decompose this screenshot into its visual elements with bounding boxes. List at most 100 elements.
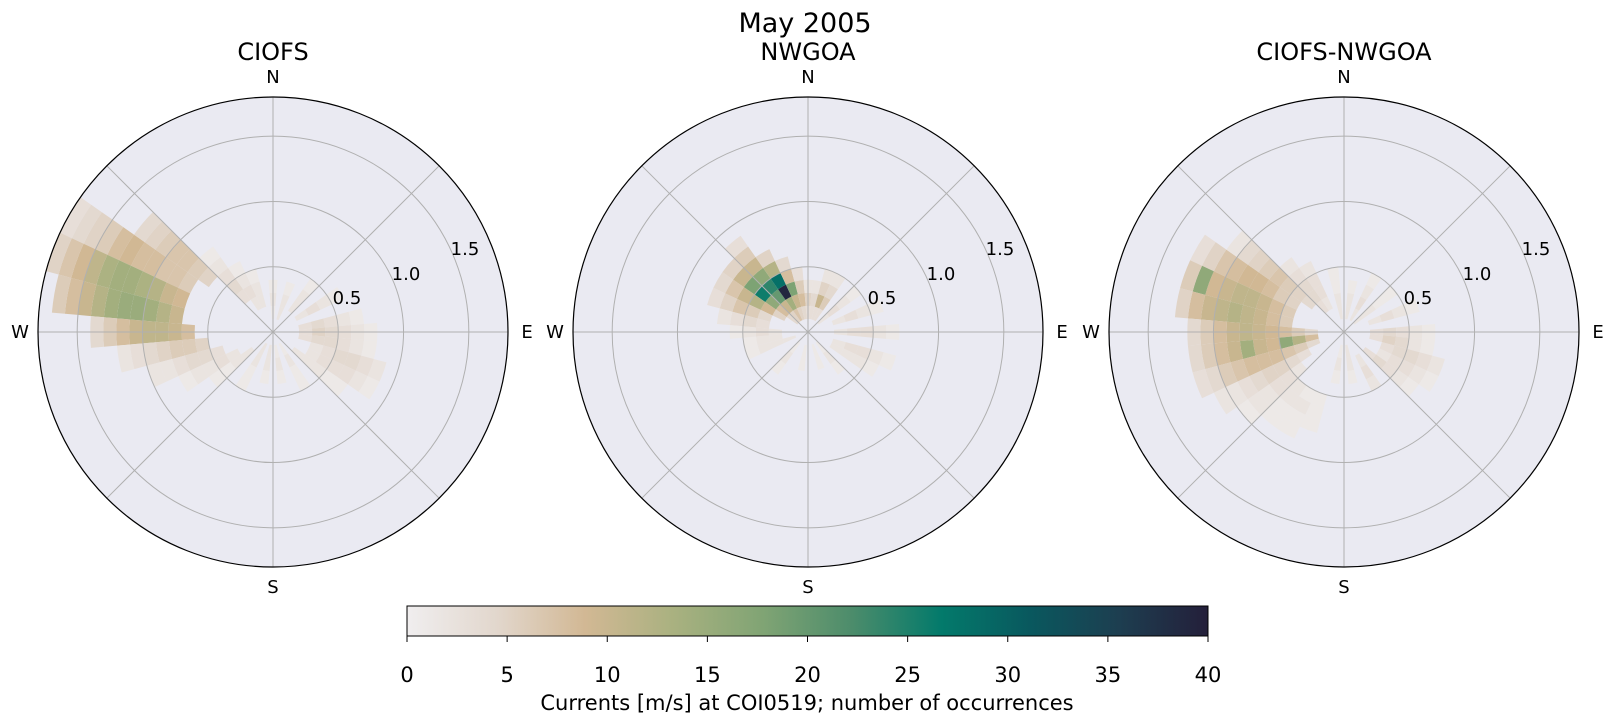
- radial-tick-label: 1.0: [392, 264, 421, 285]
- heatmap-cell: [1369, 334, 1384, 343]
- heatmap-cell: [172, 287, 191, 309]
- heatmap-cell: [831, 338, 846, 349]
- heatmap-cell: [1307, 289, 1322, 305]
- heatmap-cell: [1265, 311, 1281, 327]
- heatmap-cell: [1280, 345, 1297, 360]
- angular-gridline: [1343, 165, 1511, 333]
- heatmap-cell: [129, 294, 147, 321]
- heatmap-cell: [336, 337, 352, 353]
- heatmap-cell: [187, 258, 209, 280]
- heatmap-cell: [305, 348, 321, 362]
- heatmap-cell: [793, 308, 803, 322]
- heatmap-cell: [831, 315, 846, 326]
- heatmap-cell: [337, 365, 356, 385]
- heatmap-cell: [1284, 406, 1306, 427]
- angular-gridline: [106, 165, 274, 333]
- heatmap-cell: [1226, 301, 1244, 323]
- heatmap-cell: [58, 238, 84, 278]
- heatmap-cell: [225, 348, 241, 362]
- radial-tick-label: 1.5: [451, 239, 480, 260]
- heatmap-cell: [1273, 359, 1291, 377]
- heatmap-cell: [190, 365, 209, 385]
- heatmap-cell: [850, 354, 868, 370]
- heatmap-cell: [801, 305, 807, 320]
- heatmap-cell: [146, 362, 167, 388]
- heatmap-cell: [719, 293, 738, 312]
- heatmap-cell: [1403, 298, 1420, 316]
- heatmap-cell: [315, 294, 333, 310]
- heatmap-cell: [1268, 348, 1285, 366]
- heatmap-cell: [367, 359, 387, 382]
- heatmap-cell: [789, 341, 801, 354]
- heatmap-cell: [744, 345, 761, 360]
- heatmap-cell: [284, 353, 296, 368]
- heatmap-cell: [1192, 369, 1214, 399]
- heatmap-cell: [310, 318, 326, 329]
- heatmap-cell: [1213, 249, 1238, 277]
- heatmap-cell: [1226, 341, 1244, 363]
- angular-gridline: [807, 165, 975, 333]
- heatmap-cell: [266, 344, 272, 359]
- heatmap-cell: [276, 369, 287, 385]
- heatmap-cell: [774, 256, 792, 273]
- heatmap-cell: [1187, 344, 1206, 373]
- heatmap-cell: [1407, 337, 1423, 353]
- heatmap-cell: [95, 219, 124, 255]
- heatmap-cell: [96, 254, 120, 289]
- heatmap-cell: [1243, 355, 1262, 377]
- heatmap-cell: [332, 348, 349, 366]
- heatmap-cell: [1239, 304, 1256, 325]
- heatmap-cell: [1376, 348, 1392, 362]
- heatmap-cell: [1293, 342, 1309, 355]
- heatmap-cell: [250, 353, 262, 368]
- heatmap-cell: [129, 343, 147, 370]
- heatmap-cell: [258, 342, 268, 356]
- heatmap-cell: [791, 294, 802, 309]
- heatmap-cell: [283, 281, 296, 297]
- heatmap-cell: [194, 337, 210, 353]
- colorbar-tick-label: 30: [994, 663, 1021, 687]
- heatmap-cell: [1360, 284, 1374, 300]
- radial-tick-label: 1.5: [1522, 239, 1551, 260]
- heatmap-cell: [813, 308, 823, 322]
- heatmap-cell: [763, 261, 781, 279]
- heatmap-cell: [778, 284, 792, 300]
- heatmap-cell: [166, 239, 190, 265]
- heatmap-cell: [278, 342, 288, 356]
- heatmap-cell: [142, 298, 160, 322]
- colorbar-tick-label: 35: [1095, 663, 1122, 687]
- heatmap-cell: [713, 272, 734, 294]
- heatmap-cell: [1258, 384, 1280, 406]
- heatmap-cell: [245, 268, 260, 285]
- heatmap-cell: [230, 354, 246, 369]
- heatmap-cell: [119, 234, 145, 266]
- heatmap-cell: [770, 338, 785, 349]
- heatmap-cell: [1306, 272, 1322, 290]
- direction-label-s: S: [267, 577, 278, 598]
- colorbar: 0 5 10 15 20 25 30 35 40 Currents [m/s] at COI05…: [400, 605, 1221, 715]
- heatmap-cell: [782, 335, 797, 344]
- heatmap-cell: [1260, 405, 1285, 429]
- heatmap-cell: [819, 296, 831, 311]
- heatmap-cell: [760, 302, 776, 316]
- heatmap-cell: [810, 292, 819, 307]
- angular-gridline: [641, 331, 809, 499]
- heatmap-cell: [785, 296, 797, 311]
- heatmap-cell: [64, 277, 84, 315]
- heatmap-cell: [1330, 369, 1341, 385]
- heatmap-cell: [722, 258, 744, 280]
- heatmap-cell: [116, 344, 135, 373]
- heatmap-cell: [1394, 336, 1410, 349]
- heatmap-cell: [326, 359, 344, 377]
- heatmap-cell: [821, 268, 836, 285]
- heatmap-cell: [1408, 365, 1427, 385]
- heatmap-cell: [1337, 344, 1343, 359]
- heatmap-cell: [300, 354, 316, 369]
- heatmap-cell: [1360, 364, 1374, 380]
- direction-label-s: S: [1338, 577, 1349, 598]
- heatmap-cell: [796, 306, 805, 321]
- angular-gridline: [1177, 165, 1345, 333]
- heatmap-cell: [843, 342, 859, 355]
- heatmap-cell: [1379, 342, 1395, 355]
